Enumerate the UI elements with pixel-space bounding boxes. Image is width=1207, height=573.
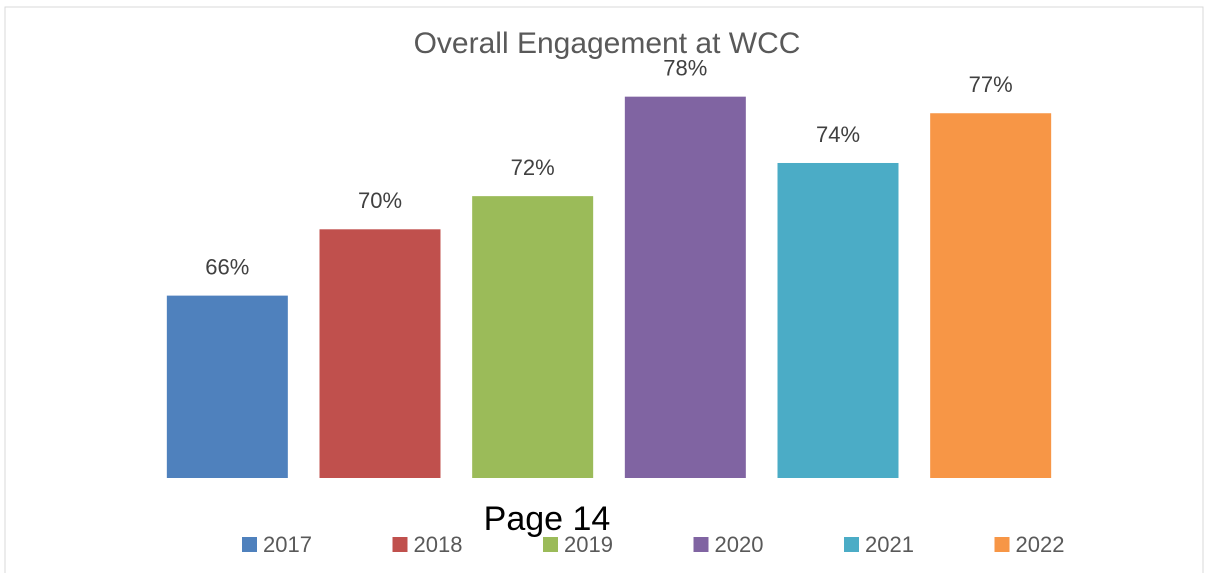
legend-swatch — [844, 537, 859, 552]
data-label: 72% — [511, 155, 555, 180]
bar — [166, 295, 288, 478]
legend-swatch — [392, 537, 408, 552]
bar — [930, 113, 1052, 479]
chart-title: Overall Engagement at WCC — [414, 27, 801, 60]
bar — [624, 96, 746, 478]
data-label: 74% — [816, 122, 860, 147]
bar — [777, 162, 899, 479]
legend-label: 2022 — [1016, 532, 1065, 557]
data-label: 78% — [663, 55, 707, 80]
chart-border — [4, 6, 1204, 573]
legend-swatch — [994, 537, 1010, 552]
legend-swatch — [543, 537, 558, 552]
bar — [472, 196, 594, 478]
data-label: 77% — [969, 72, 1013, 97]
legend-label: 2018 — [414, 532, 463, 557]
legend-label: 2017 — [263, 532, 312, 557]
data-label: 70% — [358, 188, 402, 213]
legend-swatch — [693, 537, 709, 552]
page-footer: Page 14 — [484, 500, 611, 538]
legend-label: 2019 — [564, 532, 613, 557]
legend-swatch — [242, 537, 257, 552]
legend-label: 2020 — [715, 532, 764, 557]
bar — [319, 229, 441, 478]
data-label: 66% — [205, 254, 249, 279]
legend-label: 2021 — [865, 532, 914, 557]
